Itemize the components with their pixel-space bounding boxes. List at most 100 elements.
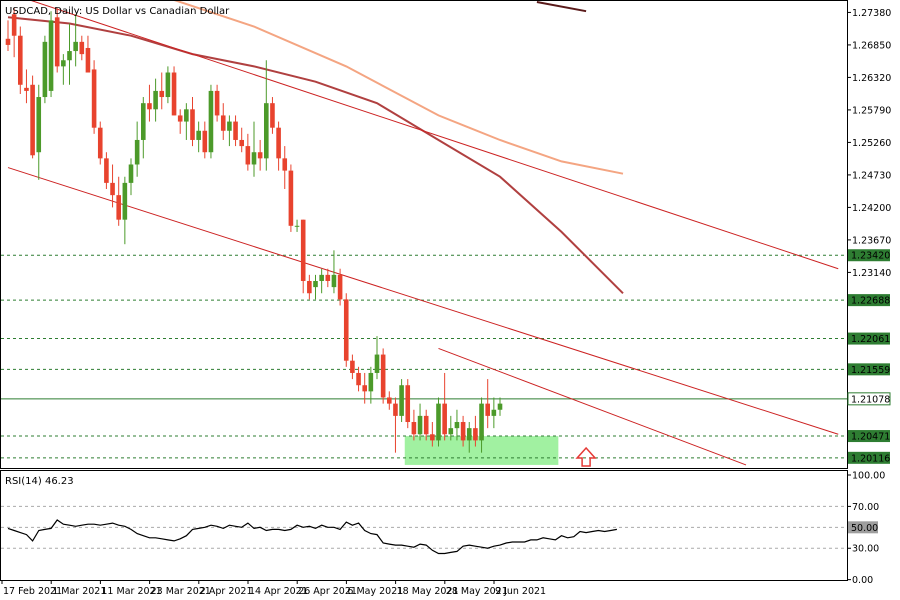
candle-body [479, 403, 484, 441]
level-tag-0: 1.23420 [851, 251, 890, 262]
candle-body [343, 299, 349, 361]
candle-26 [165, 66, 171, 104]
candle-body [61, 60, 66, 67]
candle-body [497, 403, 503, 410]
candle-21 [134, 121, 140, 177]
date-tick-label-2: 11 Mar 2021 [101, 586, 161, 597]
level-tag-bg-3 [848, 363, 890, 376]
candle-70 [436, 397, 441, 447]
candle-25 [159, 72, 165, 110]
candle-body [448, 428, 454, 435]
candle-38 [239, 127, 244, 153]
candle-body [141, 103, 146, 140]
candle-57 [356, 366, 361, 392]
level-tag-5: 1.20471 [851, 432, 890, 443]
candle-40 [251, 121, 257, 177]
candle-59 [368, 366, 374, 404]
candle-body [454, 422, 460, 429]
candle-body [134, 139, 140, 165]
candle-30 [190, 97, 195, 147]
candle-58 [362, 372, 367, 404]
candle-51 [319, 268, 324, 294]
candle-50 [313, 274, 318, 300]
candle-56 [350, 354, 355, 380]
candle-body [67, 51, 72, 61]
date-tick-label-10: 9 Jun 2021 [495, 586, 546, 597]
candle-0 [5, 20, 11, 52]
candle-body [128, 164, 134, 183]
price-tick-label-3: 1.25790 [852, 105, 891, 116]
level-tag-6: 1.20116 [851, 453, 890, 464]
candle-34 [214, 84, 220, 122]
level-tag-2: 1.22061 [851, 334, 890, 345]
candle-body [165, 72, 171, 98]
candle-body [331, 274, 337, 288]
candle-body [276, 127, 281, 159]
candle-body [325, 274, 331, 281]
candle-36 [227, 115, 232, 147]
candle-54 [337, 268, 343, 306]
candle-67 [417, 403, 423, 441]
candle-body [294, 225, 300, 227]
candle-60 [374, 336, 380, 380]
date-tick-label-4: 2 Apr 2021 [200, 586, 253, 597]
candle-17 [110, 164, 115, 208]
candle-body [282, 158, 288, 171]
candle-16 [104, 152, 109, 190]
price-tick-label-0: 1.27380 [852, 8, 891, 19]
candle-10 [67, 23, 72, 85]
candle-41 [257, 139, 263, 171]
candle-18 [116, 176, 121, 226]
level-tag-bg-0 [848, 249, 890, 262]
candle-body [245, 146, 251, 165]
price-axis: 1.27380 1.26850 1.26320 1.25790 1.25260 1.247… [847, 8, 891, 464]
candle-31 [196, 121, 201, 153]
candle-body [91, 69, 97, 128]
candle-body [417, 415, 423, 435]
candle-23 [147, 84, 152, 122]
candle-20 [128, 158, 134, 196]
chart-title: USDCAD, Daily: US Dollar vs Canadian Dol… [5, 6, 230, 17]
candle-43 [270, 97, 275, 134]
candle-24 [153, 78, 158, 122]
candle-body [202, 130, 208, 153]
candle-33 [208, 84, 214, 159]
price-tick-label-5: 1.24730 [852, 170, 891, 181]
candle-body [270, 103, 275, 128]
candle-body [257, 152, 263, 159]
rsi-axis: 100.00 70.00 50.00 30.00 0.00 [847, 471, 885, 586]
candle-8 [54, 8, 60, 73]
candle-46 [288, 164, 294, 232]
date-tick-label-6: 26 Apr 2021 [298, 586, 357, 597]
candle-body [196, 130, 201, 140]
level-tag-bg-4 [847, 392, 891, 406]
candle-14 [91, 60, 97, 134]
candle-body [36, 97, 42, 153]
candle-73 [454, 409, 460, 441]
candle-68 [423, 409, 429, 441]
rsi-current-tag-bg [848, 521, 878, 534]
candle-15 [97, 121, 103, 165]
candle-78 [485, 379, 490, 429]
level-tag-bg-2 [848, 332, 890, 345]
candle-body [399, 385, 404, 416]
trend-line-2 [438, 347, 747, 466]
candle-69 [430, 422, 435, 447]
candle-52 [325, 268, 331, 288]
candle-12 [79, 35, 85, 61]
candle-74 [460, 415, 466, 447]
candle-body [300, 219, 306, 281]
candle-65 [405, 379, 411, 429]
candle-35 [220, 103, 226, 140]
candle-body [374, 354, 380, 373]
candle-27 [171, 66, 177, 116]
level-tag-4: 1.21078 [851, 394, 890, 405]
level-tag-3: 1.21559 [851, 365, 890, 376]
candle-75 [466, 422, 472, 453]
date-tick-label-1: 1 Mar 2021 [52, 586, 106, 597]
rsi-title: RSI(14) 46.23 [5, 476, 74, 487]
candle-63 [393, 397, 398, 453]
candle-body [473, 428, 478, 441]
candle-29 [184, 103, 189, 140]
